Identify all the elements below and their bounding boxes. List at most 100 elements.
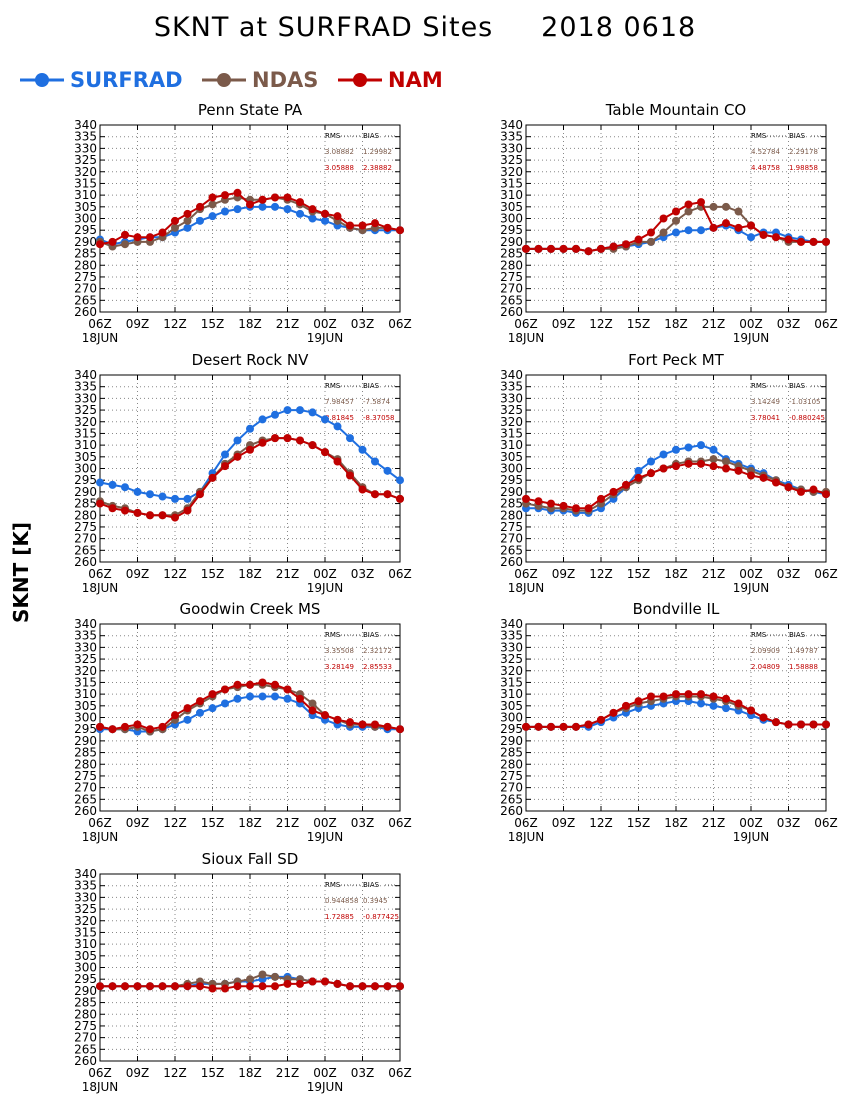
chart-title: Penn State PA — [198, 101, 303, 119]
x-tick-label: 15Z — [627, 317, 651, 331]
data-point-nam — [133, 508, 142, 517]
x-tick-label: 03Z — [351, 317, 375, 331]
y-tick-label: 285 — [500, 497, 523, 511]
data-point-surfrad — [183, 223, 192, 232]
y-tick-label: 305 — [74, 450, 97, 464]
stats-ndas-bias: 2.29178 — [789, 148, 818, 156]
data-point-nam — [383, 223, 392, 232]
data-point-nam — [271, 434, 279, 443]
data-point-nam — [609, 242, 618, 251]
data-point-ndas — [171, 223, 179, 232]
data-point-surfrad — [108, 480, 117, 489]
data-point-nam — [559, 501, 568, 510]
y-tick-label: 295 — [500, 473, 523, 487]
x-tick-label: 21Z — [276, 567, 300, 581]
stats-nam-rms: 8.81845 — [325, 414, 354, 422]
data-point-nam — [734, 223, 743, 232]
data-point-nam — [634, 473, 643, 482]
data-point-nam — [358, 720, 367, 729]
data-point-surfrad — [333, 422, 342, 431]
data-point-nam — [747, 221, 755, 230]
y-tick-label: 260 — [74, 804, 97, 818]
data-point-surfrad — [208, 704, 217, 713]
data-point-nam — [383, 722, 392, 731]
data-point-nam — [659, 692, 668, 701]
y-tick-label: 315 — [74, 426, 97, 440]
chart-panel: Penn State PA 260265270275280285290295300… — [74, 101, 412, 345]
x-tick-label: 06Z — [88, 816, 112, 830]
x-tick-label: 12Z — [163, 567, 187, 581]
data-point-nam — [246, 445, 254, 454]
data-point-nam — [371, 490, 379, 499]
data-point-nam — [346, 982, 354, 991]
data-point-nam — [697, 690, 705, 699]
data-point-ndas — [121, 240, 129, 249]
stats-rms-header: RMS — [325, 132, 341, 140]
data-point-nam — [258, 195, 267, 204]
x-tick-label: 21Z — [276, 1066, 300, 1080]
y-tick-label: 305 — [500, 450, 523, 464]
data-point-nam — [308, 706, 317, 715]
y-tick-label: 290 — [74, 235, 97, 249]
data-point-nam — [647, 228, 655, 237]
legend-label: NDAS — [252, 68, 319, 92]
y-tick-label: 315 — [500, 426, 523, 440]
y-tick-label: 315 — [74, 925, 97, 939]
x-tick-label: 09Z — [126, 1066, 150, 1080]
y-tick-label: 340 — [500, 617, 523, 631]
stats-nam-rms: 1.72885 — [325, 913, 354, 921]
data-point-nam — [333, 979, 342, 988]
data-point-nam — [96, 240, 104, 249]
y-tick-label: 320 — [74, 165, 97, 179]
data-point-nam — [158, 511, 167, 520]
data-point-surfrad — [196, 708, 204, 717]
data-point-surfrad — [684, 443, 693, 452]
stats-bias-header: BIAS — [789, 382, 806, 390]
chart-panel: Goodwin Creek MS 260265270275280285290295… — [74, 600, 412, 844]
data-point-nam — [358, 982, 367, 991]
stats-rms-header: RMS — [751, 132, 767, 140]
data-point-ndas — [722, 202, 730, 211]
data-point-nam — [196, 697, 204, 706]
data-point-ndas — [647, 237, 655, 246]
date-label: 18JUN — [82, 331, 119, 345]
y-tick-label: 280 — [500, 508, 523, 522]
stats-nam-rms: 3.05888 — [325, 164, 354, 172]
y-tick-label: 340 — [74, 617, 97, 631]
data-point-nam — [396, 725, 404, 734]
data-point-nam — [146, 982, 154, 991]
data-point-nam — [584, 720, 593, 729]
x-tick-label: 06Z — [814, 567, 838, 581]
y-tick-label: 305 — [74, 949, 97, 963]
data-point-surfrad — [258, 692, 267, 701]
x-tick-label: 18Z — [664, 317, 688, 331]
data-point-surfrad — [296, 209, 304, 218]
data-point-nam — [346, 221, 354, 230]
y-tick-label: 280 — [74, 258, 97, 272]
data-point-nam — [809, 237, 818, 246]
data-point-nam — [233, 188, 242, 197]
data-point-nam — [246, 982, 254, 991]
x-tick-label: 03Z — [777, 567, 801, 581]
data-point-nam — [333, 457, 342, 466]
data-point-nam — [158, 982, 167, 991]
data-point-nam — [183, 506, 192, 515]
y-tick-label: 335 — [500, 629, 523, 643]
data-point-nam — [371, 720, 379, 729]
data-point-nam — [346, 471, 354, 480]
x-tick-label: 00Z — [739, 816, 763, 830]
y-tick-label: 295 — [74, 473, 97, 487]
data-point-nam — [383, 982, 392, 991]
date-label: 18JUN — [82, 830, 119, 844]
data-point-surfrad — [233, 694, 242, 703]
y-tick-label: 295 — [74, 972, 97, 986]
date-label: 19JUN — [307, 1080, 344, 1094]
x-tick-label: 15Z — [627, 816, 651, 830]
date-label: 19JUN — [307, 830, 344, 844]
stats-ndas-rms: 3.14249 — [751, 398, 780, 406]
stats-rms-header: RMS — [325, 382, 341, 390]
y-tick-label: 260 — [74, 305, 97, 319]
data-point-nam — [108, 725, 117, 734]
data-point-nam — [196, 490, 204, 499]
data-point-nam — [221, 191, 229, 200]
